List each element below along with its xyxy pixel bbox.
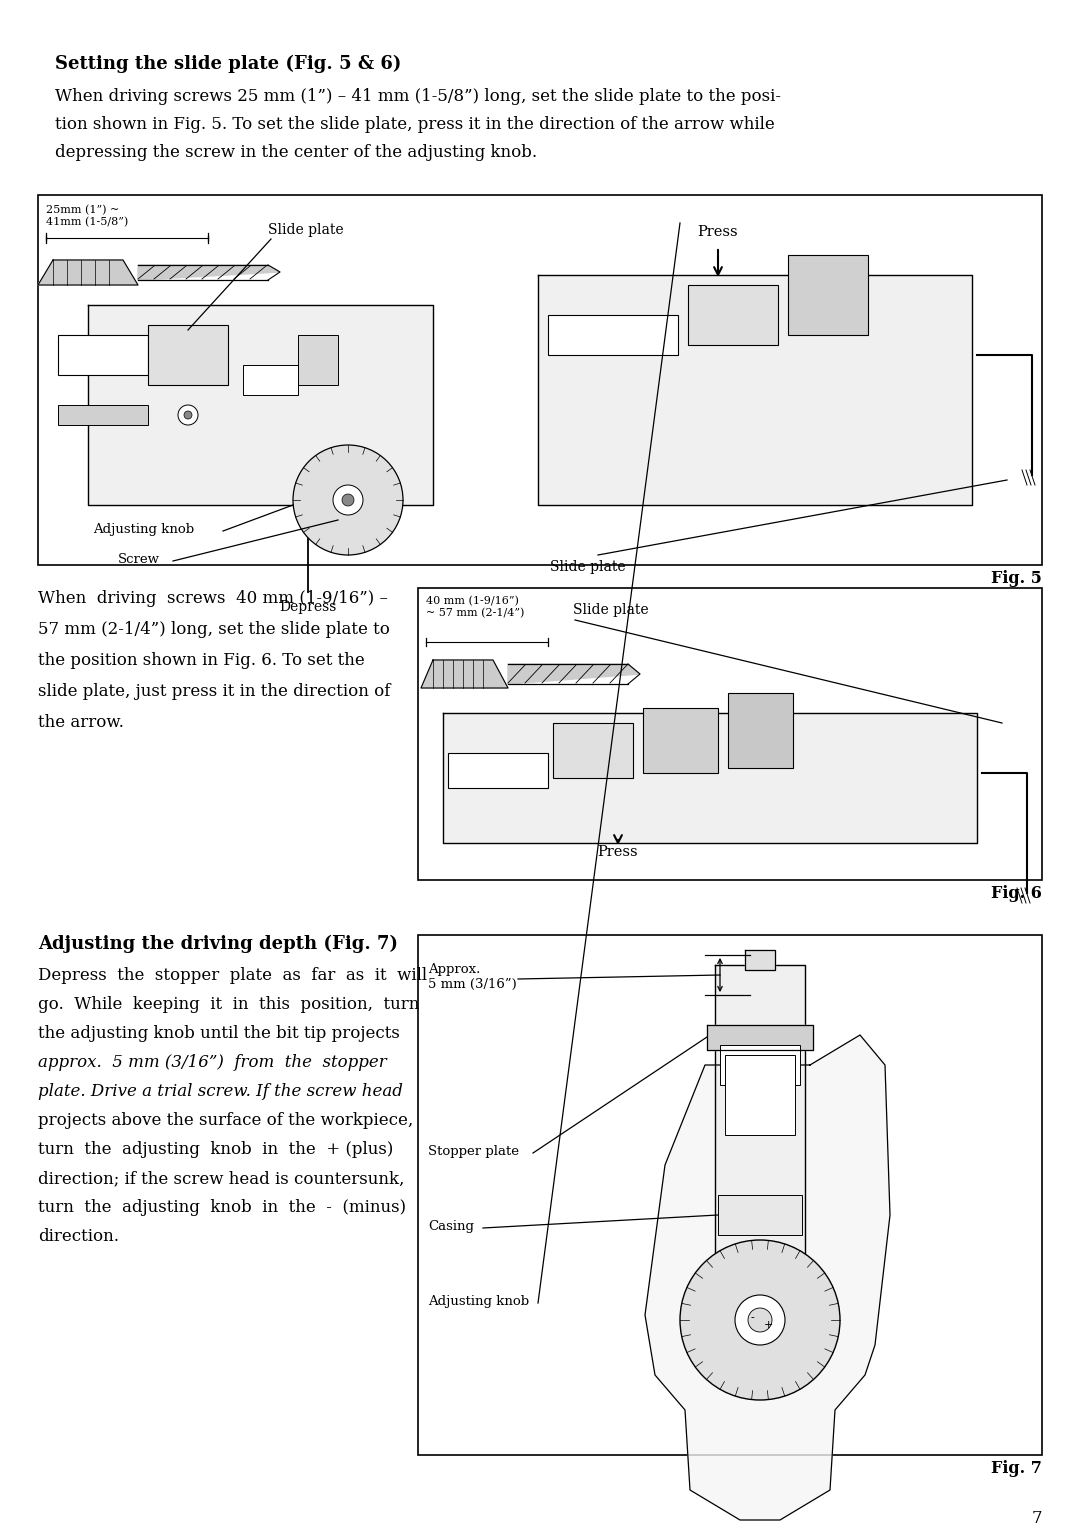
- Text: Adjusting knob: Adjusting knob: [93, 523, 194, 537]
- Bar: [418, 589, 1042, 880]
- Bar: [643, 708, 718, 773]
- Text: 40 mm (1-9/16”)
~ 57 mm (2-1/4”): 40 mm (1-9/16”) ~ 57 mm (2-1/4”): [426, 596, 525, 618]
- Text: 7: 7: [1031, 1510, 1042, 1527]
- Text: plate. Drive a trial screw. If the screw head: plate. Drive a trial screw. If the screw…: [38, 1082, 403, 1101]
- Text: the arrow.: the arrow.: [38, 714, 124, 731]
- Circle shape: [178, 405, 198, 425]
- Text: When driving screws 25 mm (1”) – 41 mm (1-5/8”) long, set the slide plate to the: When driving screws 25 mm (1”) – 41 mm (…: [55, 87, 781, 104]
- Circle shape: [342, 494, 354, 506]
- Text: turn  the  adjusting  knob  in  the  -  (minus): turn the adjusting knob in the - (minus): [38, 1199, 406, 1216]
- Text: +: +: [764, 1320, 772, 1331]
- Text: Screw: Screw: [118, 553, 160, 566]
- Polygon shape: [707, 1026, 813, 1050]
- Text: Slide plate: Slide plate: [550, 560, 625, 573]
- Bar: [688, 285, 778, 345]
- Text: Approx.
5 mm (3/16”): Approx. 5 mm (3/16”): [428, 963, 516, 990]
- Text: slide plate, just press it in the direction of: slide plate, just press it in the direct…: [38, 684, 390, 701]
- Polygon shape: [645, 1035, 890, 1521]
- Polygon shape: [421, 661, 508, 688]
- Polygon shape: [443, 713, 977, 843]
- Bar: [418, 935, 1042, 1455]
- Text: Fig. 7: Fig. 7: [991, 1459, 1042, 1476]
- Bar: [728, 693, 793, 768]
- Text: approx.  5 mm (3/16”)  from  the  stopper: approx. 5 mm (3/16”) from the stopper: [38, 1055, 387, 1072]
- Text: Fig. 6: Fig. 6: [991, 885, 1042, 901]
- Polygon shape: [538, 274, 972, 504]
- Text: go.  While  keeping  it  in  this  position,  turn: go. While keeping it in this position, t…: [38, 996, 419, 1013]
- Bar: [148, 325, 228, 385]
- Text: Slide plate: Slide plate: [268, 222, 343, 238]
- Text: Adjusting knob: Adjusting knob: [428, 1295, 529, 1308]
- Polygon shape: [138, 265, 280, 281]
- Text: Casing: Casing: [428, 1220, 474, 1233]
- Bar: [788, 254, 868, 336]
- Bar: [720, 1046, 800, 1085]
- Text: Depress  the  stopper  plate  as  far  as  it  will: Depress the stopper plate as far as it w…: [38, 967, 427, 984]
- Bar: [548, 314, 678, 356]
- Bar: [243, 365, 298, 396]
- Text: 25mm (1”) ~
41mm (1-5/8”): 25mm (1”) ~ 41mm (1-5/8”): [46, 205, 129, 227]
- Text: When  driving  screws  40 mm (1-9/16”) –: When driving screws 40 mm (1-9/16”) –: [38, 590, 388, 607]
- Polygon shape: [715, 964, 805, 1285]
- Bar: [725, 1055, 795, 1134]
- Text: Slide plate: Slide plate: [573, 602, 649, 616]
- Circle shape: [748, 1308, 772, 1332]
- Text: direction; if the screw head is countersunk,: direction; if the screw head is counters…: [38, 1170, 404, 1187]
- Text: 57 mm (2-1/4”) long, set the slide plate to: 57 mm (2-1/4”) long, set the slide plate…: [38, 621, 390, 638]
- Text: turn  the  adjusting  knob  in  the  + (plus): turn the adjusting knob in the + (plus): [38, 1141, 393, 1157]
- Bar: [718, 1196, 802, 1236]
- Bar: [553, 724, 633, 779]
- Polygon shape: [745, 950, 775, 970]
- Bar: [58, 336, 148, 376]
- Text: Fig. 5: Fig. 5: [991, 570, 1042, 587]
- Bar: [38, 195, 1042, 566]
- Text: Depress: Depress: [280, 599, 337, 615]
- Text: Stopper plate: Stopper plate: [428, 1145, 519, 1157]
- Circle shape: [293, 445, 403, 555]
- Circle shape: [680, 1240, 840, 1400]
- Text: -: -: [751, 1312, 754, 1323]
- Text: projects above the surface of the workpiece,: projects above the surface of the workpi…: [38, 1111, 414, 1128]
- Text: Setting the slide plate (Fig. 5 & 6): Setting the slide plate (Fig. 5 & 6): [55, 55, 402, 74]
- Text: Adjusting the driving depth (Fig. 7): Adjusting the driving depth (Fig. 7): [38, 935, 399, 954]
- Polygon shape: [38, 261, 138, 285]
- Text: Press: Press: [698, 225, 739, 239]
- Text: depressing the screw in the center of the adjusting knob.: depressing the screw in the center of th…: [55, 144, 537, 161]
- Bar: [298, 336, 338, 385]
- Circle shape: [184, 411, 192, 419]
- Polygon shape: [508, 664, 640, 684]
- Text: the adjusting knob until the bit tip projects: the adjusting knob until the bit tip pro…: [38, 1026, 400, 1042]
- Circle shape: [735, 1295, 785, 1344]
- Bar: [448, 753, 548, 788]
- Text: the position shown in Fig. 6. To set the: the position shown in Fig. 6. To set the: [38, 652, 365, 668]
- Polygon shape: [87, 305, 433, 504]
- Text: direction.: direction.: [38, 1228, 119, 1245]
- Bar: [58, 405, 148, 425]
- Circle shape: [333, 484, 363, 515]
- Text: Press: Press: [597, 845, 638, 858]
- Text: tion shown in Fig. 5. To set the slide plate, press it in the direction of the a: tion shown in Fig. 5. To set the slide p…: [55, 117, 774, 133]
